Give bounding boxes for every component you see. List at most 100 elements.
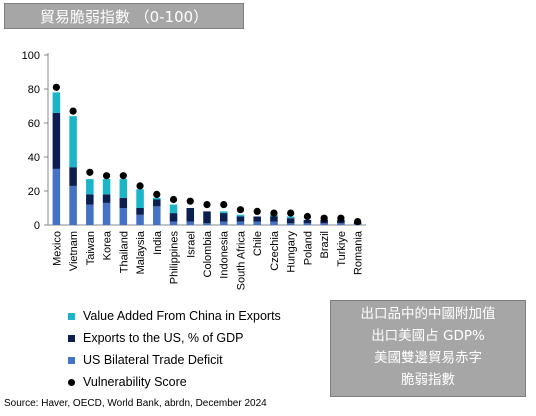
- x-tick-label: Vietnam: [68, 231, 80, 271]
- bar-segment-exports-us: [253, 216, 261, 222]
- vulnerability-score-marker: [136, 182, 144, 190]
- note-line-exports-us: 出口美國占 GDP%: [371, 328, 485, 344]
- vulnerability-score-marker: [354, 218, 362, 226]
- bar-segment-exports-us: [119, 197, 128, 208]
- x-tick-label: Romania: [353, 230, 365, 275]
- vulnerability-score-marker: [119, 172, 127, 180]
- x-tick-label: South Africa: [235, 230, 247, 290]
- bar-segment-trade-deficit: [219, 221, 228, 225]
- vulnerability-score-marker: [337, 214, 345, 222]
- bar-segment-exports-us: [186, 208, 195, 222]
- bar-segment-exports-us: [52, 112, 61, 169]
- note-line-china-value-added: 出口品中的中國附加值: [360, 306, 496, 322]
- bar-segment-china-value-added: [219, 211, 228, 214]
- legend-label-china-value-added: Value Added From China in Exports: [83, 309, 281, 323]
- bar-segment-china-value-added: [169, 204, 178, 214]
- bar-segment-trade-deficit: [186, 221, 195, 225]
- vulnerability-score-marker: [253, 207, 261, 215]
- bar-segment-exports-us: [86, 194, 94, 205]
- vulnerability-score-marker: [270, 209, 278, 217]
- legend-item-china-value-added: Value Added From China in Exports: [68, 305, 281, 327]
- vulnerability-score-marker: [303, 212, 312, 221]
- x-tick-label: Hungary: [286, 231, 298, 273]
- bar-segment-exports-us: [219, 213, 228, 222]
- x-tick-label: Thailand: [118, 231, 130, 273]
- y-tick-label: 0: [34, 220, 40, 232]
- legend-swatch-trade-deficit: [68, 356, 75, 364]
- bar-segment-trade-deficit: [52, 168, 61, 225]
- y-tick-label: 100: [22, 50, 40, 62]
- bar-segment-exports-us: [102, 194, 111, 203]
- bar-segment-exports-us: [203, 211, 211, 224]
- y-tick-label: 20: [28, 186, 40, 198]
- source-note: Source: Haver, OECD, World Bank, abrdn, …: [4, 398, 267, 409]
- bar-segment-exports-us: [169, 213, 178, 222]
- bar-segment-exports-us: [153, 199, 161, 207]
- chart-legend: Value Added From China in Exports Export…: [68, 305, 281, 393]
- bar-segment-exports-us: [236, 216, 245, 222]
- vulnerability-score-marker: [236, 206, 245, 214]
- x-tick-label: Israel: [185, 231, 197, 258]
- bar-segment-trade-deficit: [153, 206, 161, 225]
- bar-segment-trade-deficit: [203, 223, 211, 225]
- bar-segment-china-value-added: [119, 179, 128, 198]
- legend-swatch-exports-us: [68, 334, 75, 342]
- vulnerability-score-marker: [203, 201, 211, 209]
- bar-segment-trade-deficit: [236, 221, 245, 225]
- y-tick-label: 40: [28, 152, 40, 164]
- bar-segment-trade-deficit: [270, 221, 278, 225]
- bar-segment-exports-us: [69, 167, 77, 186]
- bar-segment-exports-us: [286, 218, 295, 224]
- translation-note-box: 出口品中的中國附加值 出口美國占 GDP% 美國雙邊貿易赤字 脆弱指數: [330, 300, 526, 397]
- x-tick-label: Malaysia: [135, 230, 147, 274]
- bar-segment-china-value-added: [102, 179, 111, 195]
- bar-segment-exports-us: [270, 216, 278, 222]
- legend-label-exports-us: Exports to the US, % of GDP: [83, 331, 244, 345]
- y-tick-label: 60: [28, 118, 40, 130]
- vulnerability-score-marker: [186, 197, 194, 205]
- bar-segment-china-value-added: [236, 214, 245, 217]
- legend-label-trade-deficit: US Bilateral Trade Deficit: [83, 353, 223, 367]
- vulnerability-score-marker: [287, 209, 295, 217]
- vulnerability-score-marker: [102, 172, 111, 180]
- bar-segment-exports-us: [136, 208, 144, 215]
- bar-segment-trade-deficit: [102, 202, 111, 225]
- legend-marker-vulnerability-score: [68, 378, 75, 386]
- x-tick-label: Korea: [102, 230, 114, 260]
- y-tick-label: 80: [28, 84, 40, 96]
- bar-segment-china-value-added: [286, 216, 295, 219]
- bar-segment-trade-deficit: [320, 223, 328, 225]
- vulnerability-score-marker: [220, 201, 228, 209]
- bar-segment-china-value-added: [69, 116, 77, 168]
- bar-segment-china-value-added: [136, 189, 144, 208]
- x-tick-label: Chile: [252, 231, 264, 256]
- legend-item-trade-deficit: US Bilateral Trade Deficit: [68, 349, 281, 371]
- legend-swatch-china-value-added: [68, 312, 75, 320]
- vulnerability-score-marker: [169, 195, 178, 204]
- chart-title: 貿易脆弱指數 （0-100）: [4, 3, 244, 29]
- x-tick-label: India: [152, 230, 164, 255]
- bar-segment-trade-deficit: [69, 185, 77, 225]
- x-tick-label: Indonesia: [219, 230, 231, 279]
- bar-segment-china-value-added: [153, 197, 161, 200]
- vulnerability-score-marker: [320, 214, 328, 222]
- vulnerability-score-marker: [69, 107, 77, 115]
- vulnerability-score-marker: [52, 83, 60, 91]
- bar-segment-trade-deficit: [303, 223, 312, 225]
- bar-segment-china-value-added: [52, 92, 61, 113]
- x-tick-label: Philippines: [169, 231, 181, 285]
- note-line-trade-deficit: 美國雙邊貿易赤字: [374, 350, 482, 366]
- bar-segment-trade-deficit: [169, 221, 178, 225]
- x-tick-label: Mexico: [51, 231, 63, 266]
- bar-segment-trade-deficit: [119, 208, 128, 225]
- legend-item-exports-us: Exports to the US, % of GDP: [68, 327, 281, 349]
- bar-segment-exports-us: [303, 219, 312, 224]
- x-tick-label: Turkiye: [336, 231, 348, 267]
- chart-plot: 0 20 40 60 80 100 Mexico Vietnam Taiwan Korea Thai…: [22, 50, 366, 290]
- bar-segment-trade-deficit: [136, 214, 144, 225]
- bar-segment-trade-deficit: [286, 223, 295, 225]
- vulnerability-score-marker: [153, 190, 161, 198]
- x-tick-label: Colombia: [202, 230, 214, 277]
- bar-segment-trade-deficit: [253, 221, 261, 225]
- x-tick-label: Brazil: [319, 231, 331, 259]
